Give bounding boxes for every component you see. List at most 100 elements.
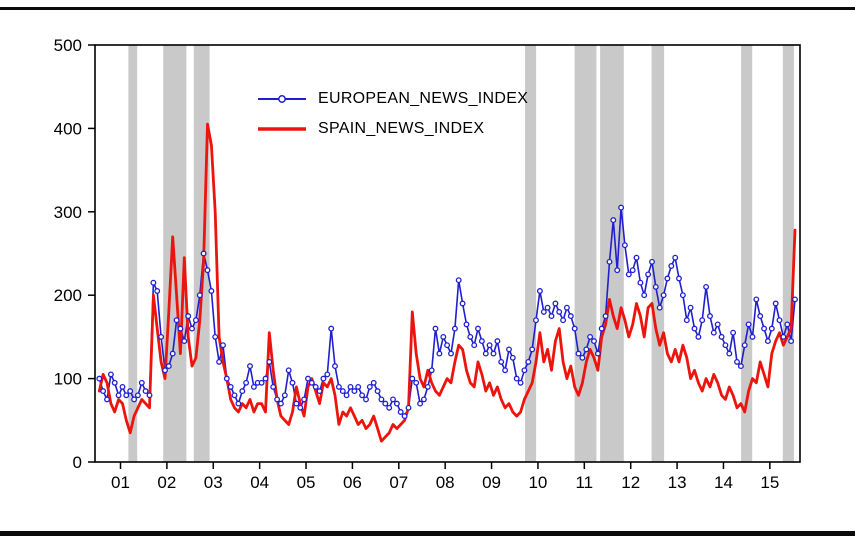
series-marker-european_news_index: [335, 383, 342, 390]
series-marker-european_news_index: [486, 342, 493, 349]
y-tick-label: 500: [54, 36, 82, 55]
series-marker-european_news_index: [378, 396, 385, 403]
series-marker-european_news_index: [177, 325, 184, 332]
series-marker-european_news_index: [428, 367, 435, 374]
series-marker-european_news_index: [517, 379, 524, 386]
x-tick-label: 05: [297, 473, 316, 492]
x-tick-label: 11: [575, 473, 593, 492]
series-marker-european_news_index: [621, 242, 628, 249]
series-marker-european_news_index: [316, 388, 323, 395]
series-marker-european_news_index: [285, 367, 292, 374]
series-marker-european_news_index: [745, 321, 752, 328]
series-marker-european_news_index: [649, 258, 655, 265]
series-marker-european_news_index: [96, 375, 103, 382]
series-marker-european_news_index: [366, 383, 373, 390]
y-tick-label: 0: [73, 453, 82, 472]
series-marker-european_news_index: [529, 346, 536, 353]
series-marker-european_news_index: [277, 400, 284, 407]
series-marker-european_news_index: [730, 329, 737, 336]
series-marker-european_news_index: [703, 283, 710, 290]
series-marker-european_news_index: [355, 383, 362, 390]
series-marker-european_news_index: [540, 308, 547, 315]
series-marker-european_news_index: [281, 392, 288, 399]
series-marker-european_news_index: [127, 388, 134, 395]
series-marker-european_news_index: [390, 396, 396, 403]
legend-label-european-news-index: EUROPEAN_NEWS_INDEX: [318, 90, 529, 107]
x-tick-label: 02: [157, 473, 176, 492]
series-marker-european_news_index: [212, 333, 219, 340]
series-marker-european_news_index: [397, 409, 404, 415]
legend-item-european-news-index: EUROPEAN_NEWS_INDEX: [256, 84, 528, 114]
series-marker-european_news_index: [471, 342, 478, 349]
series-marker-european_news_index: [521, 367, 528, 374]
series-marker-european_news_index: [208, 288, 215, 294]
series-marker-european_news_index: [131, 396, 138, 403]
series-marker-european_news_index: [436, 350, 443, 357]
series-marker-european_news_index: [173, 317, 180, 324]
series-marker-european_news_index: [645, 271, 652, 278]
series-marker-european_news_index: [699, 317, 706, 324]
series-marker-european_news_index: [189, 325, 195, 332]
series-marker-european_news_index: [598, 325, 605, 332]
series-marker-european_news_index: [757, 313, 764, 320]
x-tick-label: 09: [482, 473, 501, 492]
series-marker-european_news_index: [386, 404, 393, 411]
series-marker-european_news_index: [243, 379, 250, 386]
series-marker-european_news_index: [722, 342, 729, 349]
series-marker-european_news_index: [165, 363, 172, 370]
series-marker-european_news_index: [718, 333, 725, 340]
series-marker-european_news_index: [274, 396, 281, 403]
series-marker-european_news_index: [502, 367, 509, 374]
series-marker-european_news_index: [761, 325, 768, 332]
series-marker-european_news_index: [618, 204, 625, 211]
series-marker-european_news_index: [393, 400, 400, 407]
recession-band: [600, 45, 624, 462]
series-marker-european_news_index: [768, 325, 775, 332]
series-marker-european_news_index: [374, 388, 381, 395]
series-marker-european_news_index: [134, 392, 141, 399]
bottom-border: [0, 531, 855, 536]
series-marker-european_news_index: [289, 379, 296, 386]
series-marker-european_news_index: [258, 379, 265, 386]
series-marker-european_news_index: [196, 292, 203, 299]
x-tick-label: 06: [343, 473, 362, 492]
series-marker-european_news_index: [343, 392, 350, 399]
series-marker-european_news_index: [328, 325, 335, 332]
series-marker-european_news_index: [231, 392, 238, 399]
series-marker-european_news_index: [455, 277, 462, 284]
series-marker-european_news_index: [652, 283, 659, 290]
plot-border: [94, 44, 801, 463]
series-marker-european_news_index: [544, 304, 551, 311]
series-marker-european_news_index: [119, 383, 126, 390]
series-marker-european_news_index: [382, 400, 389, 407]
x-tick-label: 10: [528, 473, 547, 492]
series-marker-european_news_index: [668, 263, 675, 269]
series-marker-european_news_index: [788, 338, 795, 345]
series-marker-european_news_index: [181, 338, 188, 345]
series-marker-european_news_index: [440, 333, 447, 340]
x-tick-label: 15: [760, 473, 779, 492]
series-marker-european_news_index: [413, 379, 420, 386]
series-marker-european_news_index: [401, 413, 408, 420]
x-tick-label: 13: [668, 473, 687, 492]
series-marker-european_news_index: [583, 346, 590, 353]
series-marker-european_news_index: [509, 354, 516, 361]
series-marker-european_news_index: [741, 342, 748, 349]
series-marker-european_news_index: [324, 371, 331, 378]
series-marker-european_news_index: [123, 392, 130, 399]
series-marker-european_news_index: [707, 313, 713, 320]
series-marker-european_news_index: [575, 350, 582, 357]
series-marker-european_news_index: [146, 392, 153, 399]
series-marker-european_news_index: [444, 342, 451, 349]
x-tick-label: 14: [714, 473, 733, 492]
series-marker-european_news_index: [478, 338, 485, 345]
series-marker-european_news_index: [587, 333, 594, 340]
series-marker-european_news_index: [347, 383, 354, 390]
series-marker-european_news_index: [420, 396, 427, 403]
series-line-spain_news_index: [97, 122, 797, 443]
series-marker-european_news_index: [405, 404, 412, 411]
series-marker-european_news_index: [158, 333, 165, 340]
series-marker-european_news_index: [571, 325, 578, 332]
series-marker-european_news_index: [220, 342, 226, 349]
